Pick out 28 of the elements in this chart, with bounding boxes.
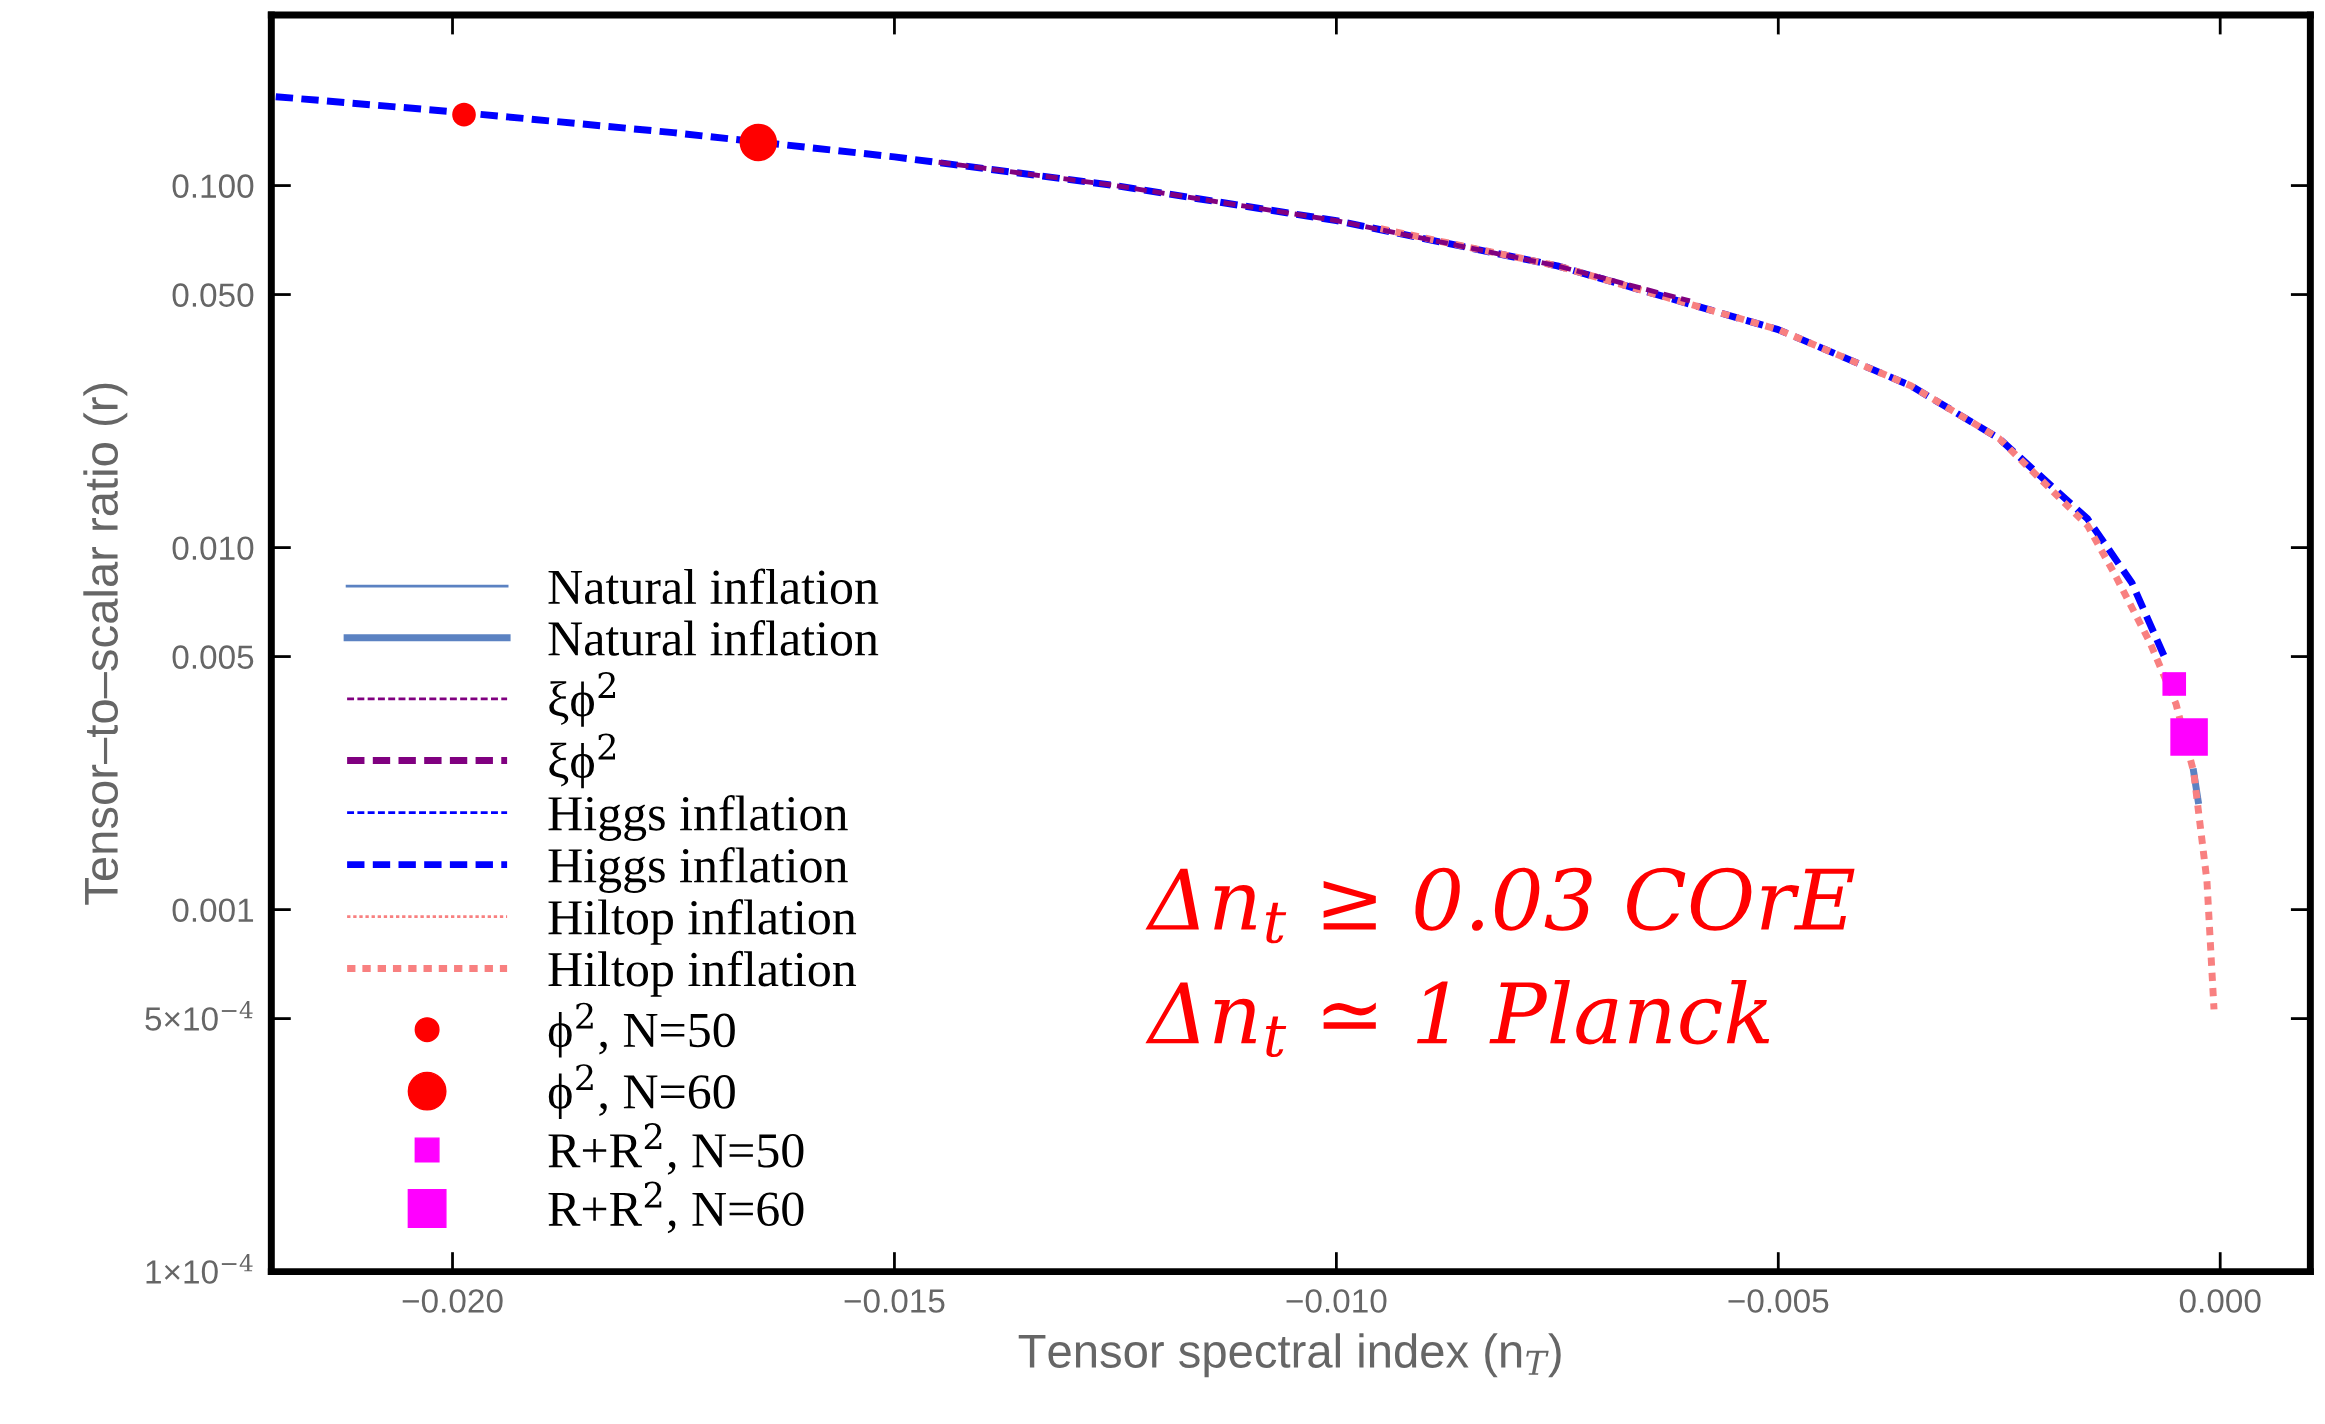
y-tick-label: 0.005 [172, 645, 254, 669]
annotation: Δn$_{t}$ ≃ 1 Planck [1145, 979, 1770, 1058]
legend-label: ϕ$^{2}$, N=60 [548, 1064, 735, 1119]
legend-label: Hiltop inflation [548, 898, 857, 945]
x-tick-label: −0.020 [402, 1289, 503, 1313]
legend-label: R+R$^{2}$, N=60 [548, 1181, 804, 1234]
y-axis-title: Tensor–to–scalar ratio (r) [83, 383, 128, 905]
x-tick-label: −0.005 [1728, 1289, 1829, 1313]
y-tick-label: 0.100 [172, 174, 254, 198]
legend-label: Hiltop inflation [548, 950, 857, 997]
legend-label: ξϕ$^{2}$ [549, 733, 615, 789]
y-tick-label: 0.001 [172, 898, 254, 923]
y-tick-label: 0.050 [172, 283, 254, 307]
y-tick-label: 1×10$^{−4}$ [146, 1254, 253, 1284]
legend-label: Natural inflation [548, 620, 879, 656]
annotation: Δn$_{t}$ ≥ 0.03 COrE [1145, 867, 1855, 944]
x-tick-label: 0.000 [2179, 1289, 2261, 1313]
legend-label: ϕ$^{2}$, N=50 [548, 1002, 735, 1058]
legend-label: Natural inflation [548, 568, 879, 605]
legend-label: Higgs inflation [548, 794, 848, 841]
y-tick-label: 5×10$^{−4}$ [145, 1001, 253, 1031]
y-tick-label: 0.010 [172, 536, 254, 560]
x-axis-title: Tensor spectral index (n$_{T}$) [1018, 1333, 1561, 1378]
legend-label: ξϕ$^{2}$ [549, 671, 615, 727]
x-tick-label: −0.015 [844, 1289, 945, 1313]
legend-label: Higgs inflation [548, 846, 848, 893]
x-tick-label: −0.010 [1286, 1289, 1387, 1313]
legend-label: R+R$^{2}$, N=50 [548, 1122, 804, 1175]
